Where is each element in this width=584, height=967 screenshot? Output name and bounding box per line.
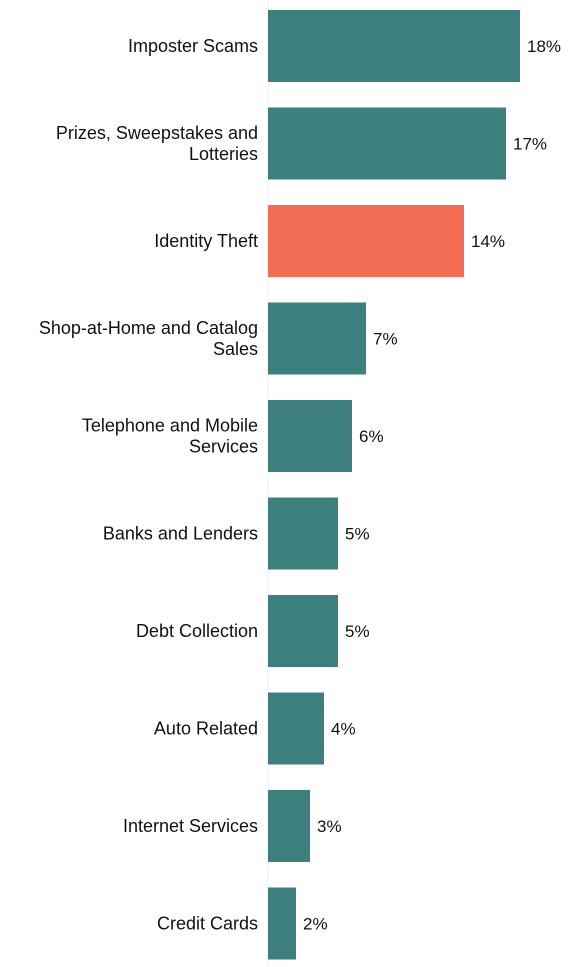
bar-1 [268, 107, 506, 180]
category-label-4: Telephone and Mobile Services [82, 416, 258, 457]
bar-7 [268, 692, 324, 765]
category-label-line: Credit Cards [157, 914, 258, 934]
category-label-line: Imposter Scams [128, 36, 258, 56]
category-label-2: Identity Theft [154, 231, 258, 251]
bar-0 [268, 10, 520, 82]
category-label-1: Prizes, Sweepstakes and Lotteries [56, 123, 258, 164]
category-label-line: Shop-at-Home and Catalog [39, 318, 258, 338]
value-label-3: 7% [373, 330, 398, 349]
labels-layer: 18% Imposter Scams 17% Prizes, Sweepstakes … [39, 36, 561, 934]
bar-5 [268, 497, 338, 570]
category-label-7: Auto Related [154, 719, 258, 739]
value-label-1: 17% [513, 135, 547, 154]
category-label-line: Sales [213, 339, 258, 359]
bar-8 [268, 790, 310, 862]
category-label-0: Imposter Scams [128, 36, 258, 56]
value-label-8: 3% [317, 817, 342, 836]
category-label-6: Debt Collection [136, 621, 258, 641]
bar-6 [268, 595, 338, 667]
category-label-line: Prizes, Sweepstakes and [56, 123, 258, 143]
bar-9 [268, 887, 296, 960]
category-label-line: Services [189, 437, 258, 457]
value-label-7: 4% [331, 720, 356, 739]
category-label-line: Lotteries [189, 144, 258, 164]
category-label-line: Banks and Lenders [103, 524, 258, 544]
category-label-line: Identity Theft [154, 231, 258, 251]
bar-4 [268, 400, 352, 472]
category-label-5: Banks and Lenders [103, 524, 258, 544]
value-label-5: 5% [345, 525, 370, 544]
category-label-9: Credit Cards [157, 914, 258, 934]
category-label-line: Internet Services [123, 816, 258, 836]
value-label-6: 5% [345, 622, 370, 641]
category-label-8: Internet Services [123, 816, 258, 836]
value-label-4: 6% [359, 427, 384, 446]
category-label-3: Shop-at-Home and Catalog Sales [39, 318, 258, 359]
bars-layer [268, 10, 520, 960]
bar-3 [268, 302, 366, 375]
value-label-0: 18% [527, 37, 561, 56]
bar-2 [268, 205, 464, 277]
category-label-line: Auto Related [154, 719, 258, 739]
value-label-2: 14% [471, 232, 505, 251]
value-label-9: 2% [303, 915, 328, 934]
category-label-line: Debt Collection [136, 621, 258, 641]
category-label-line: Telephone and Mobile [82, 416, 258, 436]
